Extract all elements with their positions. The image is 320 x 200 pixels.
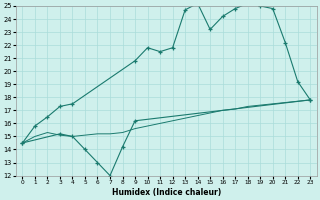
X-axis label: Humidex (Indice chaleur): Humidex (Indice chaleur) [112,188,221,197]
